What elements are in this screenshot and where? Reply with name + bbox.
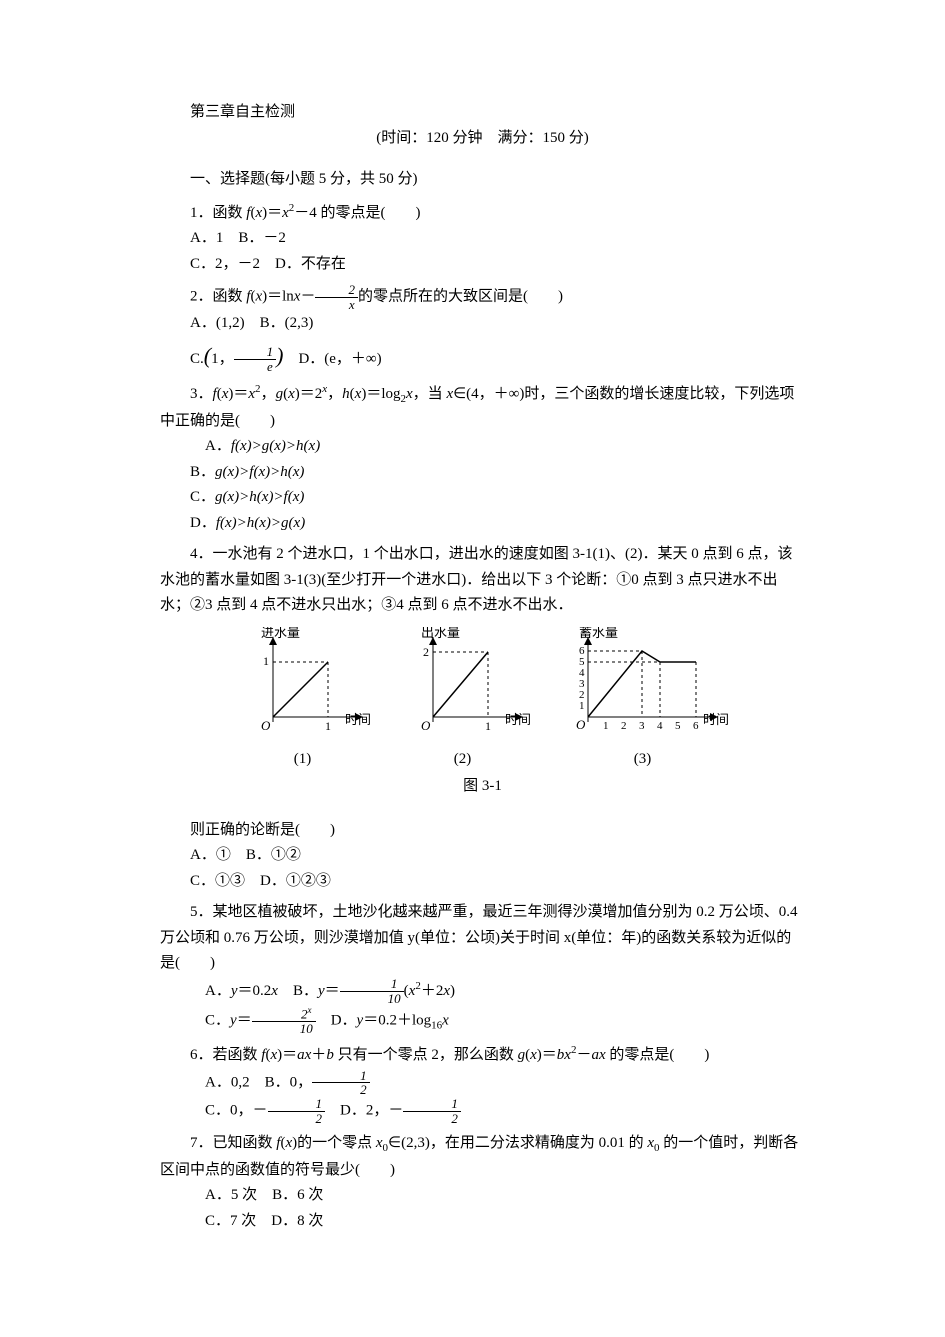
text: － <box>300 289 315 305</box>
svg-text:4: 4 <box>579 667 585 679</box>
q1-opt-ab: A．1 B．－2 <box>160 226 805 252</box>
q3-stem: 3．f(x)＝x2，g(x)＝2x，h(x)＝log2x，当 x∈(4，＋∞)时… <box>160 380 805 434</box>
frac-1e: 1e <box>234 345 277 373</box>
svg-text:O: O <box>261 718 271 733</box>
xlabel: 时间 <box>505 712 531 727</box>
q5-opt-cd: C．y＝2x10 D．y＝0.2＋log16x <box>160 1006 805 1036</box>
svg-text:1: 1 <box>263 654 269 668</box>
svg-text:4: 4 <box>657 720 663 732</box>
svg-text:5: 5 <box>675 720 681 732</box>
svg-text:5: 5 <box>579 656 585 668</box>
svg-text:1: 1 <box>603 720 609 732</box>
q6-opt-cd: C．0，－12 D．2，－12 <box>160 1097 805 1125</box>
figure-row: 1 1 O 进水量 时间 (1) 2 1 O 出水量 时间 (2) <box>160 627 805 773</box>
q7-opt-cd: C．7 次 D．8 次 <box>160 1209 805 1235</box>
frac-1-10: 110 <box>340 977 404 1005</box>
xlabel: 时间 <box>703 712 729 727</box>
q7-stem: 7．已知函数 f(x)的一个零点 x0∈(2,3)，在用二分法求精确度为 0.0… <box>160 1131 805 1183</box>
svg-text:2: 2 <box>423 645 429 659</box>
q2-opt-cd: C.(1，1e) D．(e，＋∞) <box>160 337 805 374</box>
q1-opt-cd: C．2，－2 D．不存在 <box>160 252 805 278</box>
chart3-svg: 123 456 123 456 O 蓄水量 时间 <box>553 627 733 747</box>
chart1-svg: 1 1 O 进水量 时间 <box>233 627 373 747</box>
q5-stem: 5．某地区植被破坏，土地沙化越来越严重，最近三年测得沙漠增加值分别为 0.2 万… <box>160 900 805 977</box>
q4-opt-cd: C．①③ D．①②③ <box>160 869 805 895</box>
svg-text:O: O <box>421 718 431 733</box>
chart-1: 1 1 O 进水量 时间 (1) <box>233 627 373 773</box>
frac-12c: 12 <box>403 1097 461 1125</box>
q2-stem: 2．函数 f(x)＝lnx－2x的零点所在的大致区间是( ) <box>160 283 805 311</box>
q3-opt-d: D．f(x)>h(x)>g(x) <box>160 511 805 537</box>
text: ＝ <box>267 205 282 221</box>
q3-opt-c: C．g(x)>h(x)>f(x) <box>160 485 805 511</box>
section-heading: 一、选择题(每小题 5 分，共 50 分) <box>160 167 805 193</box>
svg-text:6: 6 <box>579 645 585 657</box>
text: D．(e，＋∞) <box>283 351 381 367</box>
q4-stem: 4．一水池有 2 个进水口，1 个出水口，进出水的速度如图 3-1(1)、(2)… <box>160 542 805 619</box>
text: 2．函数 <box>190 289 246 305</box>
svg-text:O: O <box>576 717 586 732</box>
frac-2x-10: 2x10 <box>252 1006 316 1036</box>
sub-caption-2: (2) <box>393 747 533 773</box>
ylabel: 出水量 <box>421 627 460 640</box>
q6-stem: 6．若函数 f(x)＝ax＋b 只有一个零点 2，那么函数 g(x)＝bx2－a… <box>160 1041 805 1069</box>
q6-opt-ab: A．0,2 B．0，12 <box>160 1069 805 1097</box>
svg-text:6: 6 <box>693 720 699 732</box>
q4-opt-ab: A．① B．①② <box>160 843 805 869</box>
frac-12b: 12 <box>268 1097 326 1125</box>
chart-3: 123 456 123 456 O 蓄水量 时间 (3) <box>553 627 733 773</box>
q2-opt-ab: A．(1,2) B．(2,3) <box>160 311 805 337</box>
fx: f <box>246 205 250 221</box>
chart-2: 2 1 O 出水量 时间 (2) <box>393 627 533 773</box>
q5-opt-ab: A．y＝0.2x B．y＝110(x2＋2x) <box>160 977 805 1006</box>
ylabel: 蓄水量 <box>579 627 618 640</box>
svg-text:3: 3 <box>579 678 585 690</box>
q4-follow: 则正确的论断是( ) <box>160 818 805 844</box>
text: ＝ln <box>267 289 294 305</box>
chapter-title: 第三章自主检测 <box>160 100 805 126</box>
q3-opt-a: A．f(x)>g(x)>h(x) <box>160 434 805 460</box>
text: 的零点所在的大致区间是( ) <box>358 289 563 305</box>
q7-opt-ab: A．5 次 B．6 次 <box>160 1183 805 1209</box>
sub-caption-1: (1) <box>233 747 373 773</box>
subtitle: (时间：120 分钟 满分：150 分) <box>160 126 805 152</box>
svg-text:2: 2 <box>621 720 627 732</box>
chart2-svg: 2 1 O 出水量 时间 <box>393 627 533 747</box>
svg-text:1: 1 <box>325 719 331 733</box>
ylabel: 进水量 <box>261 627 300 640</box>
q1-stem: 1．函数 f(x)＝x2－4 的零点是( ) <box>160 199 805 227</box>
svg-text:3: 3 <box>639 720 645 732</box>
xlabel: 时间 <box>345 712 371 727</box>
frac-2x: 2x <box>315 283 358 311</box>
svg-text:1: 1 <box>485 719 491 733</box>
x2: x <box>282 205 289 221</box>
text: 1．函数 <box>190 205 246 221</box>
q3-opt-b: B．g(x)>f(x)>h(x) <box>160 460 805 486</box>
figure-caption: 图 3-1 <box>160 774 805 800</box>
text: －4 的零点是( ) <box>294 205 420 221</box>
text: C. <box>190 351 204 367</box>
svg-text:1: 1 <box>579 700 585 712</box>
sub-caption-3: (3) <box>553 747 733 773</box>
svg-text:2: 2 <box>579 689 585 701</box>
frac-12a: 12 <box>312 1069 370 1097</box>
